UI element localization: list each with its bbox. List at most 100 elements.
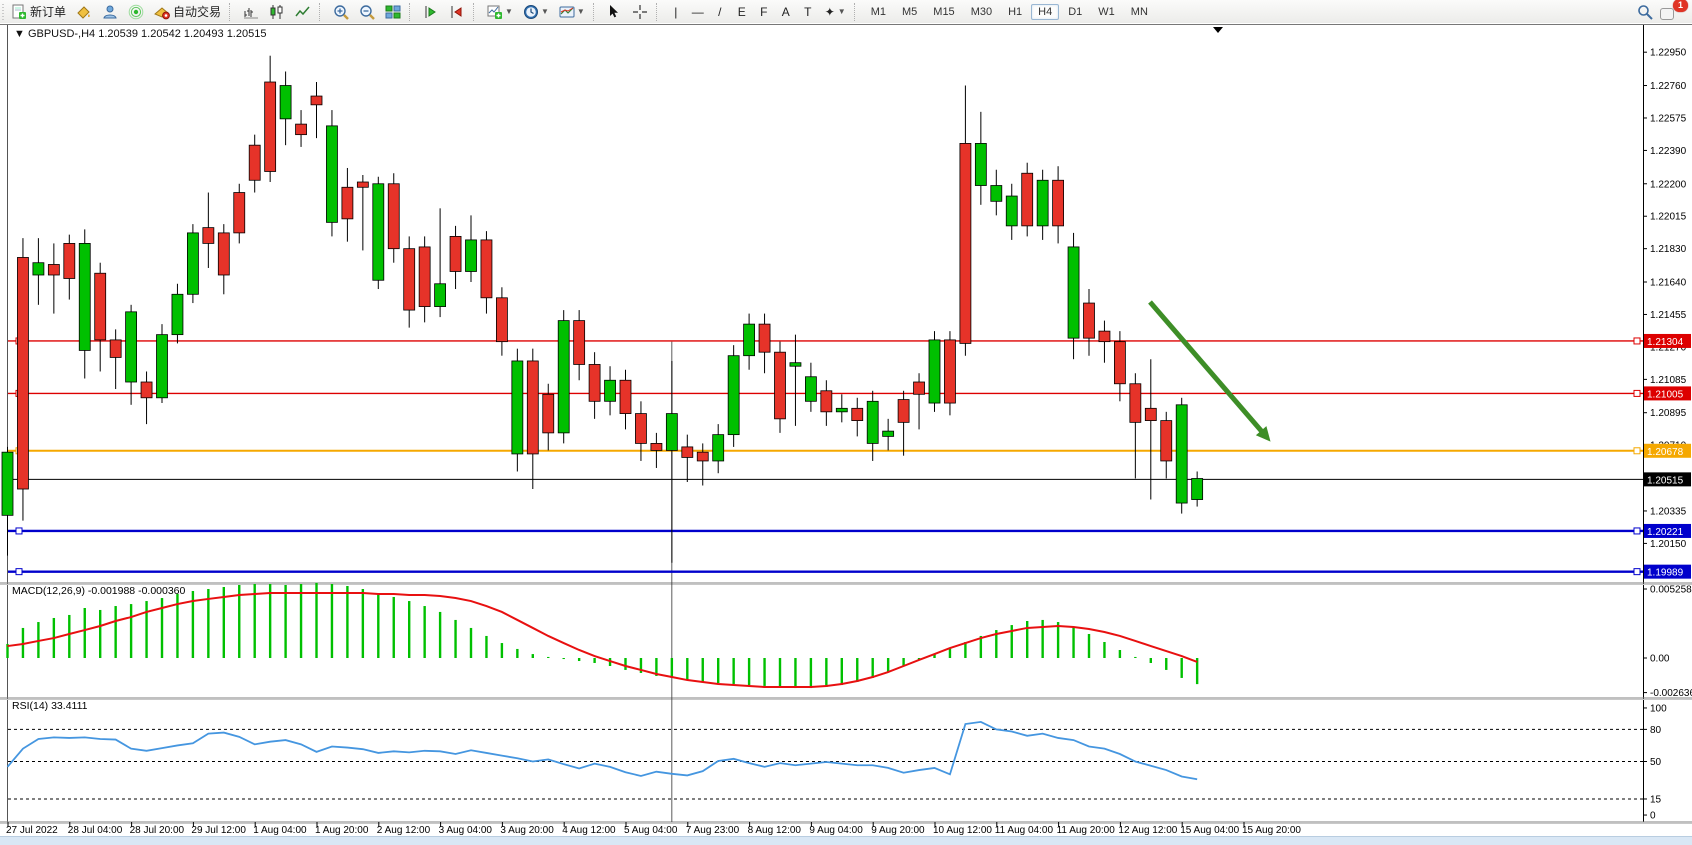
candle-body-down[interactable]	[897, 399, 910, 423]
candle-body-down[interactable]	[109, 339, 122, 358]
candle-body-down[interactable]	[356, 181, 369, 188]
line-handle[interactable]	[1633, 568, 1641, 576]
trend-arrow-head[interactable]	[1255, 426, 1271, 442]
fibonacci-tool-button[interactable]: F	[754, 1, 774, 22]
trend-arrow-line[interactable]	[1148, 300, 1266, 436]
candle-body-up[interactable]	[326, 125, 338, 223]
timeframe-button-h1[interactable]: H1	[1008, 5, 1023, 18]
chart-shift-button[interactable]	[445, 1, 469, 22]
candle-body-down[interactable]	[542, 393, 555, 434]
candle-body-up[interactable]	[974, 143, 987, 186]
candle-body-up[interactable]	[990, 185, 1003, 202]
candle-body-down[interactable]	[403, 248, 416, 311]
search-button[interactable]	[1633, 1, 1657, 22]
trendline-tool-button[interactable]: /	[710, 1, 730, 22]
candle-body-down[interactable]	[588, 364, 601, 402]
candle-body-down[interactable]	[573, 320, 586, 365]
timeframe-button-h4[interactable]: H4	[1031, 3, 1060, 20]
candle-body-up[interactable]	[557, 320, 570, 434]
candle-body-up[interactable]	[465, 239, 477, 272]
new-order-button[interactable]: 新订单	[7, 1, 70, 22]
periods-clock-button[interactable]: ▼	[519, 1, 553, 22]
candle-body-up[interactable]	[434, 283, 447, 307]
candle-body-down[interactable]	[63, 243, 76, 279]
timeframe-button-m15[interactable]: M15	[933, 5, 955, 18]
candle-body-down[interactable]	[1098, 330, 1111, 343]
candle-body-down[interactable]	[944, 339, 956, 404]
candle-body-down[interactable]	[47, 264, 60, 276]
text-tool-button[interactable]: A	[776, 1, 796, 22]
timeframe-button-w1[interactable]: W1	[1098, 5, 1115, 18]
candle-body-down[interactable]	[758, 323, 771, 353]
candle-body-down[interactable]	[202, 227, 215, 244]
candle-body-down[interactable]	[217, 232, 230, 276]
candle-body-up[interactable]	[1036, 179, 1049, 227]
timeframe-button-d1[interactable]: D1	[1068, 5, 1083, 18]
crosshair-tool-button[interactable]	[628, 1, 652, 22]
candle-body-down[interactable]	[913, 381, 925, 395]
candle-body-down[interactable]	[310, 95, 323, 106]
candle-body-down[interactable]	[295, 123, 307, 136]
signal-button[interactable]	[124, 1, 148, 22]
auto-scroll-button[interactable]	[419, 1, 443, 22]
gbpusd-h4-chart[interactable]: 1.22950 1.22760 1.22575 1.22390 1.22200 1.220…	[0, 23, 1692, 838]
line-handle[interactable]	[1633, 337, 1641, 345]
candle-body-down[interactable]	[774, 351, 786, 420]
line-handle[interactable]	[1633, 447, 1641, 455]
candle-body-down[interactable]	[480, 239, 493, 299]
chart-title[interactable]: ▼ GBPUSD-,H4 1.20539 1.20542 1.20493 1.2…	[14, 28, 266, 40]
candle-body-down[interactable]	[1129, 383, 1142, 423]
candle-body-down[interactable]	[140, 381, 153, 399]
candle-body-up[interactable]	[1175, 404, 1188, 504]
candle-body-up[interactable]	[156, 334, 168, 399]
candle-body-up[interactable]	[604, 379, 616, 402]
text-label-tool-button[interactable]: T	[798, 1, 818, 22]
candle-body-down[interactable]	[851, 407, 864, 422]
cursor-tool-button[interactable]	[603, 1, 626, 22]
candle-body-down[interactable]	[619, 379, 632, 414]
chart-area[interactable]: 1.22950 1.22760 1.22575 1.22390 1.22200 1.220…	[0, 23, 1692, 838]
candle-body-up[interactable]	[882, 430, 895, 437]
candle-body-up[interactable]	[511, 360, 524, 455]
candle-body-up[interactable]	[279, 85, 292, 120]
candle-body-up[interactable]	[78, 243, 91, 351]
candle-body-up[interactable]	[665, 413, 678, 451]
timeframe-button-m5[interactable]: M5	[902, 5, 918, 18]
candle-body-down[interactable]	[820, 390, 833, 413]
bar-chart-button[interactable]	[239, 1, 263, 22]
candle-body-up[interactable]	[1005, 195, 1018, 227]
line-handle[interactable]	[1633, 389, 1641, 397]
zoom-out-button[interactable]	[355, 1, 379, 22]
line-handle[interactable]	[15, 527, 23, 535]
candle-body-up[interactable]	[928, 339, 941, 404]
candle-body-up[interactable]	[1067, 246, 1080, 339]
line-handle[interactable]	[15, 568, 23, 576]
bucket-tool-button[interactable]	[72, 1, 96, 22]
candle-body-down[interactable]	[248, 144, 261, 181]
candle-body-up[interactable]	[805, 376, 817, 402]
candle-body-down[interactable]	[526, 360, 539, 455]
candle-body-down[interactable]	[495, 297, 508, 343]
autotrade-button[interactable]: 自动交易	[150, 1, 225, 22]
candle-body-down[interactable]	[1021, 172, 1034, 227]
profile-button[interactable]	[98, 1, 122, 22]
notifications-button[interactable]: 1	[1659, 0, 1688, 21]
timeframe-button-m1[interactable]: M1	[870, 5, 886, 18]
candle-body-down[interactable]	[17, 257, 29, 490]
candle-body-down[interactable]	[1052, 179, 1064, 227]
candle-body-up[interactable]	[712, 434, 725, 462]
candle-body-down[interactable]	[341, 186, 354, 220]
indicators-add-button[interactable]: ▼	[483, 1, 517, 22]
candle-body-down[interactable]	[233, 192, 246, 234]
candle-body-down[interactable]	[94, 272, 107, 341]
candle-body-down[interactable]	[418, 246, 431, 307]
zoom-in-button[interactable]	[329, 1, 353, 22]
candle-body-down[interactable]	[635, 413, 647, 444]
candle-body-up[interactable]	[835, 407, 848, 413]
candle-body-up[interactable]	[1, 451, 14, 516]
equidistant-channel-tool-button[interactable]: E	[732, 1, 752, 22]
candle-body-up[interactable]	[372, 183, 385, 281]
tile-windows-button[interactable]	[381, 1, 405, 22]
candle-body-down[interactable]	[1144, 407, 1157, 422]
chart-template-button[interactable]: ▼	[555, 1, 589, 22]
